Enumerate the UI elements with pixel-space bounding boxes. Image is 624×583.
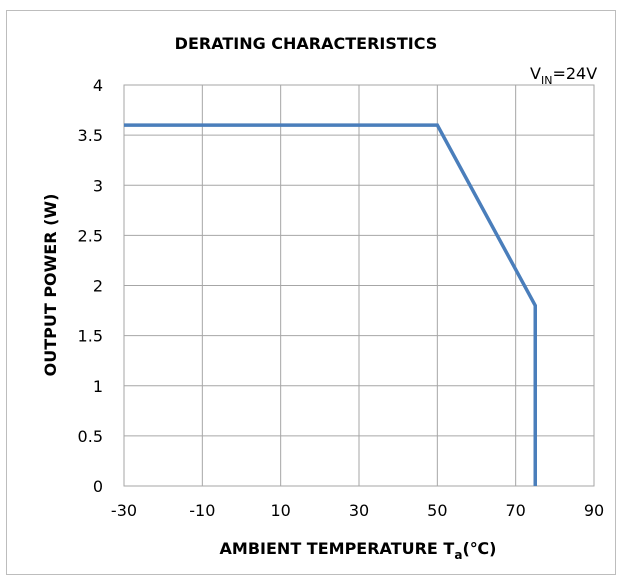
y-tick-label: 1: [93, 377, 103, 396]
y-tick-label: 2.5: [78, 226, 103, 245]
vin-annotation: VIN=24V: [530, 64, 597, 87]
x-tick-label: 70: [505, 501, 525, 520]
y-tick-label: 4: [93, 76, 103, 95]
series-group: [124, 123, 537, 486]
x-tick-label: -30: [111, 501, 137, 520]
x-tick-label: 90: [584, 501, 604, 520]
vin-annotation-base: V: [530, 64, 541, 83]
y-axis-title: OUTPUT POWER (W): [41, 194, 60, 377]
y-tick-label: 0: [93, 477, 103, 496]
x-axis-title-suffix: (℃): [462, 539, 496, 558]
y-tick-label: 2: [93, 277, 103, 296]
x-axis-title-base: AMBIENT TEMPERATURE T: [220, 539, 455, 558]
vin-annotation-suffix: =24V: [552, 64, 597, 83]
x-tick-label: -10: [189, 501, 215, 520]
y-tick-labels: 0 0.5 1 1.5 2 2.5 3 3.5 4: [78, 76, 103, 496]
y-tick-label: 3: [93, 176, 103, 195]
series-line: [124, 123, 537, 486]
chart-frame: [6, 10, 616, 575]
x-axis-title: AMBIENT TEMPERATURE Ta(℃): [220, 539, 497, 562]
y-tick-label: 0.5: [78, 427, 103, 446]
plot-area-border: [123, 84, 595, 487]
x-tick-labels: -30 -10 10 30 50 70 90: [111, 501, 604, 520]
x-tick-label: 30: [349, 501, 369, 520]
x-axis-title-subscript: a: [454, 548, 462, 562]
chart-title: DERATING CHARACTERISTICS: [175, 34, 438, 53]
x-tick-label: 10: [270, 501, 290, 520]
vin-annotation-subscript: IN: [541, 74, 552, 87]
x-tick-label: 50: [427, 501, 447, 520]
y-tick-label: 1.5: [78, 327, 103, 346]
y-tick-label: 3.5: [78, 126, 103, 145]
